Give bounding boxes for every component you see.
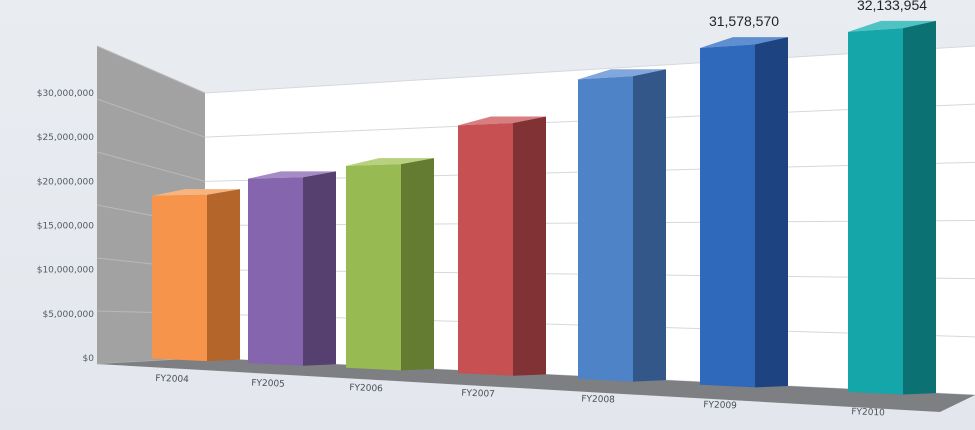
- bar-top: [848, 20, 936, 32]
- side-gridline: [96, 98, 206, 138]
- chart-floor: [97, 358, 975, 412]
- x-tick-label: FY2008: [581, 394, 615, 405]
- y-tick-label: $15,000,000: [37, 222, 95, 232]
- x-tick-label: FY2007: [461, 389, 495, 400]
- x-axis-labels: FY2004 FY2005 FY2006 FY2007 FY2008 FY2009 FY20…: [155, 374, 885, 419]
- bar-top: [578, 69, 666, 80]
- x-tick-label: FY2005: [251, 378, 285, 389]
- data-labels: 31,578,570 32,133,954: [709, 0, 927, 29]
- bar-FY2009: [700, 37, 788, 388]
- y-axis-ticks: $0 $5,000,000 $10,000,000 $15,000,000 $20,00…: [37, 89, 95, 364]
- bar-side: [303, 171, 336, 366]
- y-tick-label: $20,000,000: [37, 177, 95, 187]
- gridline: [204, 45, 975, 94]
- x-tick-label: FY2004: [155, 374, 189, 385]
- bar-side: [633, 69, 666, 382]
- y-tick-label: $10,000,000: [37, 266, 95, 276]
- bar-FY2010: [848, 20, 936, 395]
- bar-side: [513, 116, 546, 376]
- bar-FY2005: [248, 171, 336, 366]
- y-tick-label: $0: [83, 354, 95, 364]
- bar-side: [903, 20, 936, 395]
- x-tick-label: FY2010: [851, 407, 885, 418]
- bar-front: [248, 177, 303, 366]
- bar-front: [152, 194, 207, 362]
- data-label: 31,578,570: [709, 13, 779, 29]
- bars: [152, 20, 936, 395]
- y-tick-label: $25,000,000: [37, 133, 95, 143]
- x-tick-label: FY2009: [703, 400, 737, 411]
- y-tick-label: $30,000,000: [37, 89, 95, 99]
- bar-side: [207, 189, 240, 362]
- bar-side: [401, 158, 434, 371]
- data-label: 32,133,954: [857, 0, 927, 13]
- bar-top: [248, 171, 336, 179]
- bar-FY2007: [458, 116, 546, 376]
- bar-top: [152, 189, 240, 196]
- y-tick-label: $5,000,000: [42, 310, 94, 320]
- side-gridline: [96, 151, 206, 182]
- bar-top: [458, 116, 546, 126]
- bar-front: [700, 44, 755, 388]
- side-gridline: [96, 45, 206, 94]
- bar-front: [346, 164, 401, 371]
- x-tick-label: FY2006: [349, 383, 383, 394]
- bar-front: [578, 76, 633, 382]
- bar-side: [755, 37, 788, 388]
- bar-FY2006: [346, 158, 434, 371]
- bar-top: [346, 158, 434, 166]
- bar-FY2008: [578, 69, 666, 382]
- bar-top: [700, 37, 788, 49]
- bar-front: [458, 122, 513, 376]
- bar-front: [848, 28, 903, 395]
- bar-FY2004: [152, 189, 240, 362]
